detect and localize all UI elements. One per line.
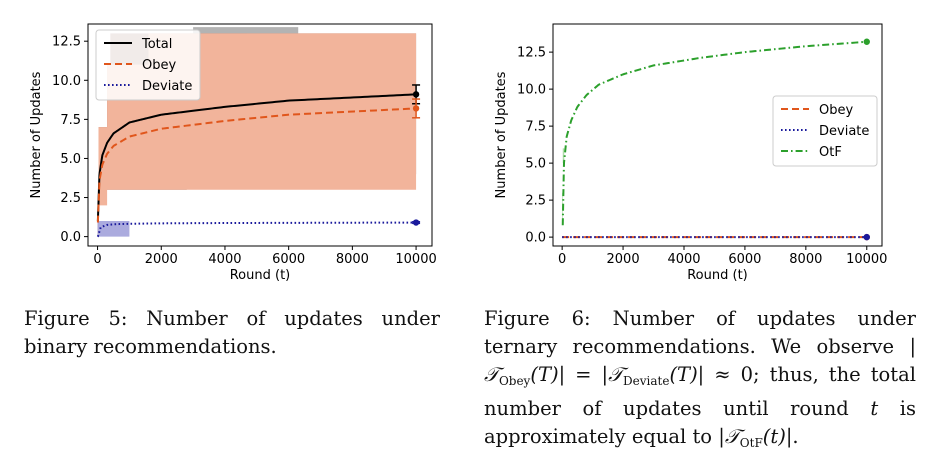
x-tick-label: 8000 xyxy=(336,252,369,267)
x-tick-label: 6000 xyxy=(728,252,761,267)
x-tick-label: 10000 xyxy=(395,252,436,267)
fig6-lines xyxy=(561,38,870,241)
legend-label-obey: Obey xyxy=(142,58,176,73)
figure-5-chart: 0 2000 4000 6000 8000 10000 0.0 2.5 5.0 7.5 10.0 12… xyxy=(29,23,437,283)
math-t: t xyxy=(870,397,879,420)
series-line-deviate xyxy=(96,221,417,238)
caption-text: Number of updates under binary recommend… xyxy=(24,307,440,358)
math-otf-set: |𝒯OtF(t)| xyxy=(718,425,793,450)
endpoint-otf xyxy=(863,38,870,45)
figure-5-caption: Figure 5: Number of updates under binary… xyxy=(24,305,440,361)
legend-label-deviate: Deviate xyxy=(142,79,192,94)
fig5-axes: 0 2000 4000 6000 8000 10000 0.0 2.5 5.0 7.5 10.0 12… xyxy=(29,23,437,283)
legend-label-deviate: Deviate xyxy=(819,124,869,139)
x-tick-label: 8000 xyxy=(789,252,822,267)
y-tick-label: 12.5 xyxy=(52,35,81,50)
endpoint-total xyxy=(412,91,420,98)
fig6-axes: 0 2000 4000 6000 8000 10000 0.0 2.5 5.0 7.5 10.0 12… xyxy=(494,23,887,283)
series-line-obey xyxy=(96,107,417,223)
figure-6-chart: 0 2000 4000 6000 8000 10000 0.0 2.5 5.0 7.5 10.0 12… xyxy=(494,23,887,283)
y-tick-label: 12.5 xyxy=(517,46,546,61)
band-total-top-step xyxy=(193,27,299,37)
x-tick-label: 6000 xyxy=(272,252,305,267)
x-axis-label: Round (t) xyxy=(687,268,748,283)
legend-box xyxy=(772,95,878,167)
y-axis-label: Number of Updates xyxy=(29,71,44,198)
caption-label: Figure 5: xyxy=(24,307,128,330)
fig6-legend: Obey Deviate OtF xyxy=(772,95,878,167)
y-tick-label: 5.0 xyxy=(525,157,546,172)
y-tick-label: 5.0 xyxy=(60,152,81,167)
math-deviate-set: |𝒯Deviate(T)| xyxy=(601,363,705,388)
endpoint-deviate xyxy=(863,233,870,241)
x-tick-label: 0 xyxy=(93,252,101,267)
y-tick-label: 2.5 xyxy=(525,194,546,209)
legend-label-obey: Obey xyxy=(819,103,853,118)
series-line-total xyxy=(96,93,417,222)
caption-text: Number of updates under ternary recommen… xyxy=(484,307,916,358)
legend-box xyxy=(95,29,201,101)
band-deviate xyxy=(97,220,417,237)
y-tick-label: 7.5 xyxy=(525,120,546,135)
x-tick-label: 4000 xyxy=(208,252,241,267)
x-tick-label: 0 xyxy=(558,252,566,267)
math-obey-set: |𝒯Obey(T)| xyxy=(484,335,917,388)
x-tick-label: 2000 xyxy=(145,252,178,267)
plot-frame xyxy=(552,23,883,247)
x-tick-label: 2000 xyxy=(607,252,640,267)
legend-label-total: Total xyxy=(141,37,172,52)
series-line-otf xyxy=(561,40,867,226)
plot-frame xyxy=(87,23,433,247)
x-tick-label: 10000 xyxy=(846,252,887,267)
x-tick-label: 4000 xyxy=(667,252,700,267)
y-tick-label: 7.5 xyxy=(60,113,81,128)
y-axis-label: Number of Updates xyxy=(494,71,509,198)
x-axis-label: Round (t) xyxy=(230,268,291,283)
endpoint-deviate xyxy=(412,219,420,226)
caption-label: Figure 6: xyxy=(484,307,591,330)
y-tick-label: 2.5 xyxy=(60,191,81,206)
y-tick-label: 0.0 xyxy=(60,230,81,245)
endpoint-obey xyxy=(412,105,420,112)
y-tick-label: 0.0 xyxy=(525,231,546,246)
fig5-legend: Total Obey Deviate xyxy=(95,29,201,101)
fig5-lines xyxy=(96,84,421,238)
y-tick-label: 10.0 xyxy=(517,83,546,98)
figure-6-caption: Figure 6: Number of updates under ternar… xyxy=(484,307,917,450)
legend-label-otf: OtF xyxy=(819,145,842,160)
y-tick-label: 10.0 xyxy=(52,74,81,89)
